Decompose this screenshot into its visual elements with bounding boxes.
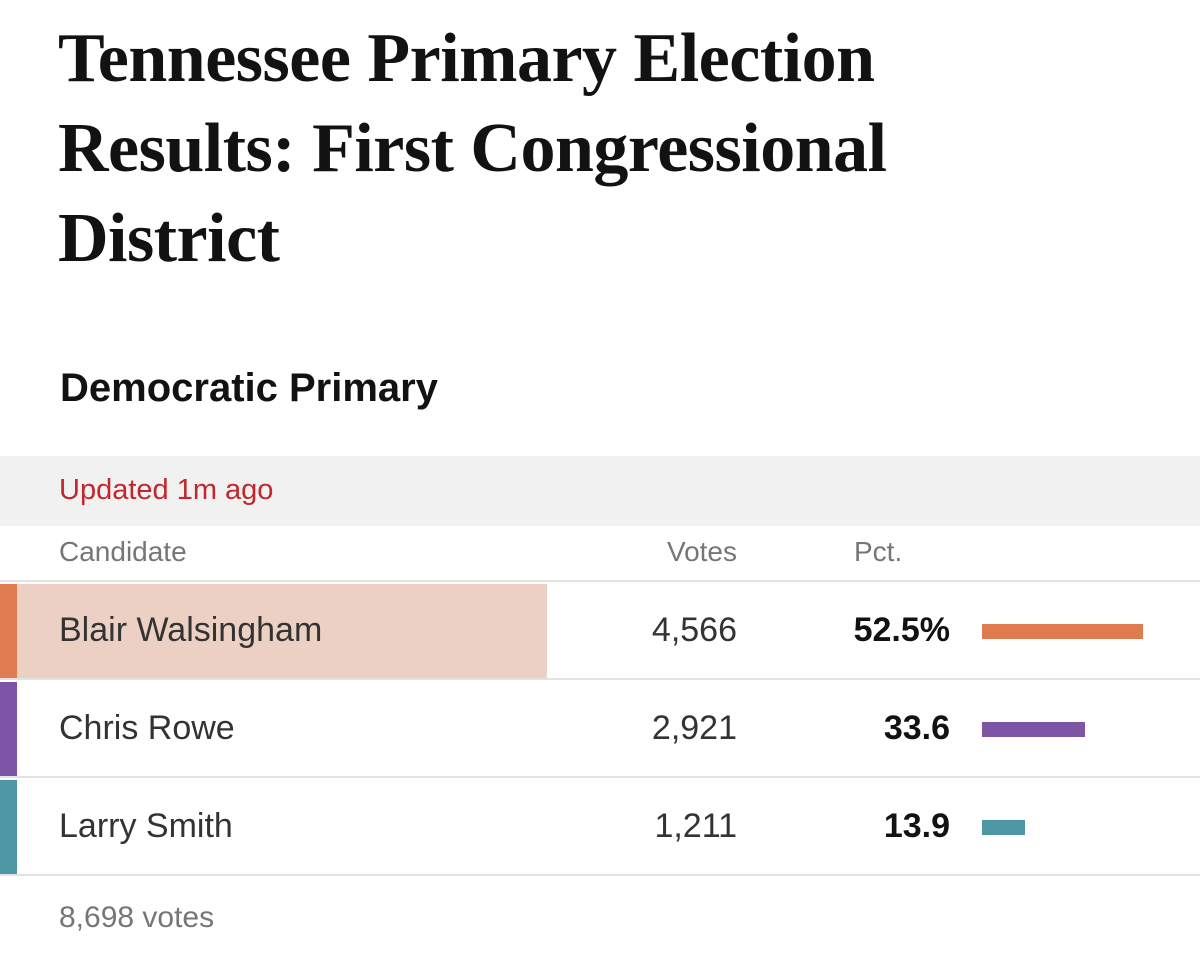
page-title: Tennessee Primary Election Results: Firs… bbox=[58, 20, 887, 277]
candidate-name: Chris Rowe bbox=[59, 709, 235, 747]
candidate-name: Larry Smith bbox=[59, 807, 233, 845]
candidate-pct: 52.5% bbox=[853, 611, 950, 649]
total-votes: 8,698 votes bbox=[59, 901, 215, 934]
results-table-header: Candidate Votes Pct. bbox=[0, 526, 1200, 582]
party-color-stripe bbox=[0, 682, 17, 776]
candidate-votes: 2,921 bbox=[651, 709, 737, 747]
column-header-pct: Pct. bbox=[854, 536, 903, 567]
section-title: Democratic Primary bbox=[60, 366, 438, 410]
party-color-stripe bbox=[0, 584, 17, 678]
party-color-stripe bbox=[0, 780, 17, 874]
table-row: Blair Walsingham 4,566 52.5% bbox=[0, 582, 1200, 680]
winner-highlight bbox=[17, 584, 547, 678]
table-row: Larry Smith 1,211 13.9 bbox=[0, 778, 1200, 876]
candidate-pct: 33.6 bbox=[883, 709, 950, 747]
pct-bar-track bbox=[982, 722, 1200, 737]
updated-bar: Updated 1m ago bbox=[0, 456, 1200, 526]
candidate-name: Blair Walsingham bbox=[59, 611, 323, 649]
column-header-candidate: Candidate bbox=[59, 536, 187, 567]
pct-bar bbox=[982, 722, 1085, 737]
pct-bar-track bbox=[982, 820, 1200, 835]
candidate-votes: 4,566 bbox=[651, 611, 737, 649]
column-header-votes: Votes bbox=[666, 536, 737, 567]
pct-bar bbox=[982, 820, 1025, 835]
pct-bar-track bbox=[982, 624, 1200, 639]
candidate-votes: 1,211 bbox=[654, 807, 737, 845]
updated-timestamp: Updated 1m ago bbox=[59, 474, 274, 506]
pct-bar bbox=[982, 624, 1143, 639]
candidate-pct: 13.9 bbox=[883, 807, 950, 845]
table-row: Chris Rowe 2,921 33.6 bbox=[0, 680, 1200, 778]
